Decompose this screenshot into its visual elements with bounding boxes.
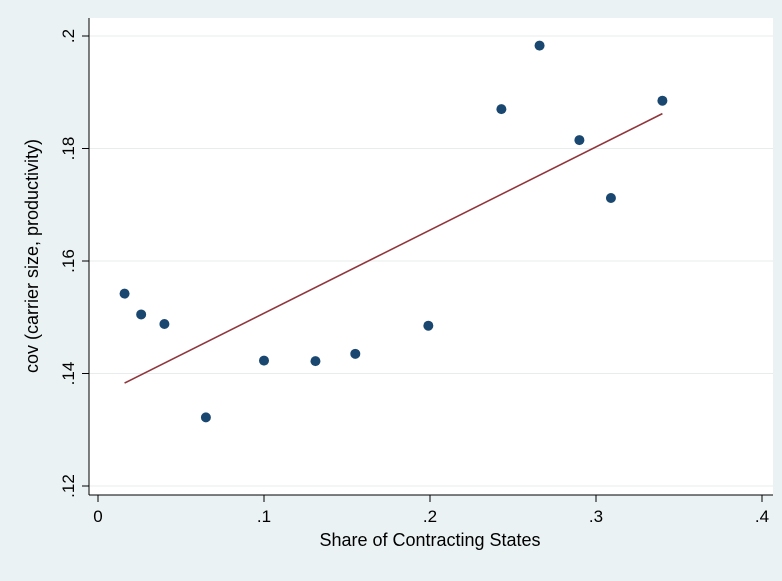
ticks: .12 .14 .16 .18 .2 0 .1 .2 .3 .4 (59, 29, 769, 526)
x-tick-label: .4 (755, 507, 769, 526)
y-tick-label: .18 (59, 137, 78, 161)
fitted-line (124, 112, 663, 384)
y-tick-label: .14 (59, 362, 78, 386)
series-layer (119, 40, 668, 423)
y-tick-label: .16 (59, 249, 78, 273)
grid-lines (89, 35, 773, 487)
y-tick-label: .2 (59, 29, 78, 43)
data-point (496, 104, 507, 115)
x-tick-label: 0 (93, 507, 102, 526)
y-axis-label: cov (carrier size, productivity) (22, 139, 42, 373)
data-point (200, 412, 211, 423)
x-tick-label: .1 (257, 507, 271, 526)
plot-area (89, 18, 773, 495)
x-tick-label: .2 (423, 507, 437, 526)
data-point (119, 288, 130, 299)
data-point (159, 319, 170, 329)
data-point (259, 355, 269, 366)
data-point (423, 320, 434, 331)
data-point (350, 348, 361, 359)
axes (88, 18, 773, 496)
data-point (657, 95, 668, 106)
data-point (310, 356, 321, 367)
y-tick-label: .12 (59, 474, 78, 498)
data-point (605, 193, 616, 203)
x-axis-label: Share of Contracting States (319, 530, 540, 550)
data-point (136, 309, 147, 320)
x-tick-label: .3 (589, 507, 603, 526)
data-point (574, 135, 585, 146)
data-point (534, 40, 545, 51)
